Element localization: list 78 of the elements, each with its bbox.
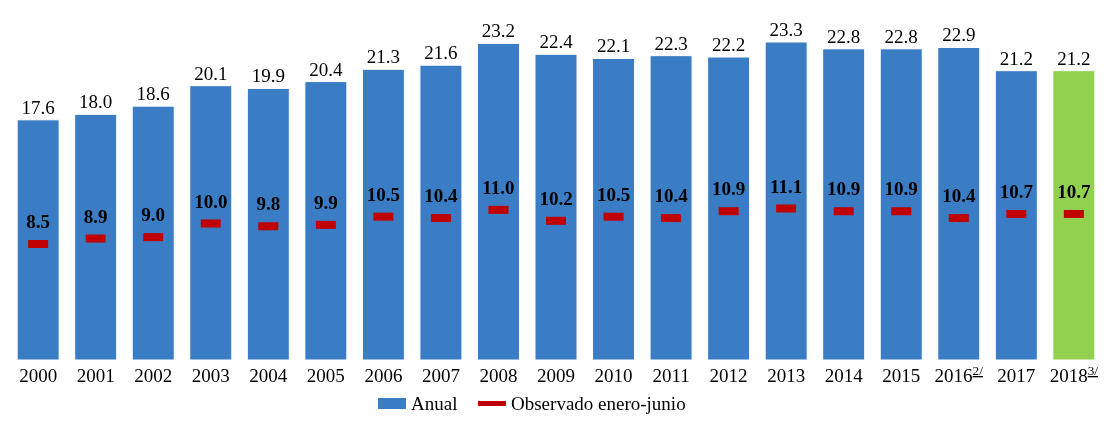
data-label: 10.4: [424, 185, 459, 207]
x-tick-label: 2015: [882, 365, 921, 386]
data-label: 21.3: [366, 46, 401, 68]
x-tick-label: 2013: [767, 365, 806, 386]
data-label: 18.0: [79, 91, 113, 113]
data-label: 22.4: [539, 31, 574, 53]
bar: [649, 55, 693, 361]
bar: [476, 42, 520, 361]
data-label: 21.2: [1057, 47, 1091, 69]
x-tick-label: 2000: [19, 365, 58, 386]
bar: [592, 57, 636, 361]
x-tick-label: 2002: [134, 365, 173, 386]
data-label: 10.0: [194, 190, 228, 212]
data-label: 8.9: [83, 205, 108, 227]
x-tick-label: 2016$^{2/}$: [934, 362, 984, 386]
data-label: 11.1: [770, 175, 803, 197]
data-label: 22.2: [711, 34, 746, 56]
data-label: 10.4: [942, 185, 976, 207]
data-label: 22.8: [884, 25, 918, 47]
data-label: 18.6: [136, 83, 170, 105]
data-label: 21.2: [999, 47, 1033, 69]
x-tick-label: 2012: [709, 365, 748, 386]
data-label: 10.7: [1057, 180, 1091, 202]
data-label: 10.5: [596, 183, 631, 205]
x-tick-label: 2014: [824, 365, 864, 386]
data-label: 11.0: [482, 176, 515, 198]
data-label: 21.6: [424, 42, 458, 64]
data-label: 10.7: [999, 180, 1034, 202]
bar: [304, 81, 348, 361]
data-label: 10.9: [884, 178, 918, 200]
x-tick-label: 2018$^{3/}$: [1049, 362, 1099, 386]
bar: [189, 85, 233, 361]
series-label: Anual: [411, 393, 458, 414]
bar: [937, 46, 981, 361]
data-label: 10.4: [654, 185, 689, 207]
data-label: 9.9: [313, 191, 338, 213]
x-tick-label: 2006: [364, 365, 403, 386]
data-label: 22.1: [596, 35, 631, 57]
x-tick-label: 2001: [76, 365, 115, 386]
bar: [764, 41, 808, 361]
bar: [131, 105, 175, 361]
x-tick-label: 2008: [479, 365, 518, 386]
data-label: 10.2: [539, 187, 573, 209]
data-label: 22.8: [827, 25, 861, 47]
legend-label: Observado enero-junio: [511, 393, 686, 414]
bar: [16, 119, 60, 361]
x-tick-label: 2011: [652, 365, 690, 386]
data-label: 8.5: [26, 210, 51, 232]
bar: [822, 48, 866, 361]
data-label: 10.5: [366, 183, 401, 205]
bar: [419, 64, 463, 361]
bar: [246, 87, 290, 361]
bar: [361, 68, 405, 361]
x-tick-label: 2010: [594, 365, 633, 386]
bar: [1052, 70, 1096, 361]
data-label: 20.4: [309, 58, 343, 80]
data-label: 9.8: [256, 193, 281, 215]
data-label: 9.0: [141, 204, 166, 226]
data-label: 10.9: [827, 178, 861, 200]
data-label: 17.6: [21, 96, 55, 118]
bar: [534, 53, 578, 361]
x-tick-label: 2005: [306, 365, 345, 386]
bar: [707, 56, 751, 361]
data-label: 22.3: [654, 32, 688, 54]
bar: [74, 113, 118, 361]
x-tick-label: 2007: [421, 365, 460, 386]
data-label: 22.9: [942, 24, 976, 46]
x-tick-label: 2017: [997, 365, 1036, 386]
x-tick-label: 2003: [191, 365, 230, 386]
data-label: 20.1: [194, 62, 228, 84]
data-label: 10.9: [711, 178, 746, 200]
x-tick-label: 2009: [537, 365, 575, 386]
data-label: 23.2: [481, 20, 516, 42]
bar: [994, 70, 1038, 361]
bar: [879, 48, 923, 361]
data-label: 19.9: [251, 65, 285, 87]
x-tick-label: 2004: [249, 365, 288, 386]
data-label: 23.3: [769, 19, 803, 40]
